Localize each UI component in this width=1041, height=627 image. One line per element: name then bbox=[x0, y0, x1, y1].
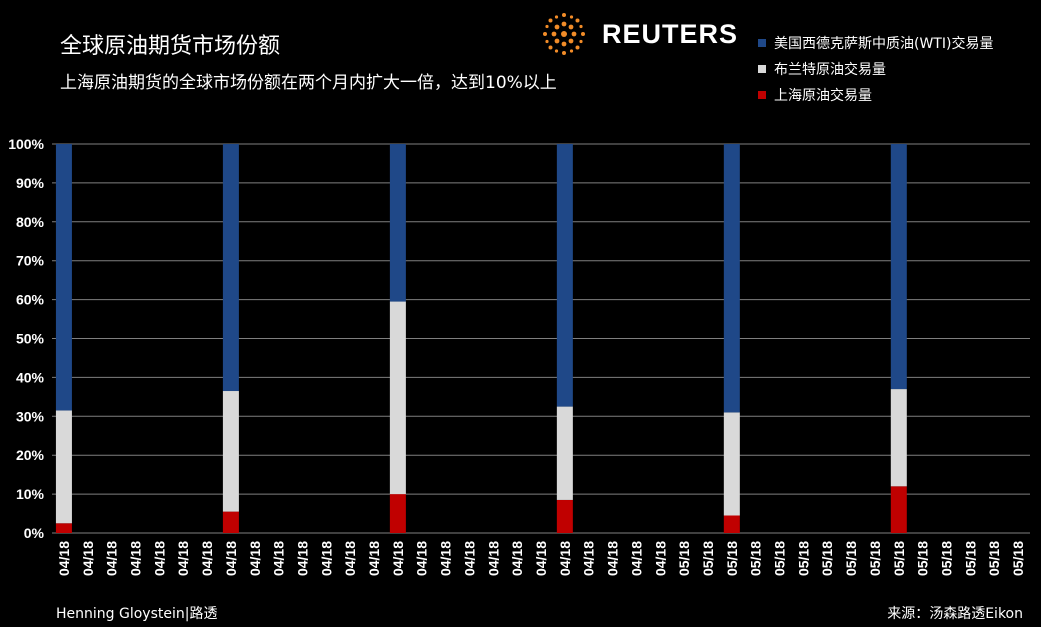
y-tick-label: 30% bbox=[16, 408, 45, 424]
x-tick-label: 04/18 bbox=[533, 541, 549, 576]
x-tick-label: 04/18 bbox=[294, 541, 310, 576]
x-tick-label: 05/18 bbox=[795, 541, 811, 576]
x-tick-label: 04/18 bbox=[199, 541, 215, 576]
stacked-bar-chart: 0% 10% 20% 30% 40% 50% 60% 70% 80% 90% 100% 04/18 04… bbox=[8, 136, 1030, 576]
x-tick-label: 04/18 bbox=[581, 541, 597, 576]
x-tick-label: 04/18 bbox=[342, 541, 358, 576]
x-tick-label: 04/18 bbox=[366, 541, 382, 576]
x-tick-label: 04/18 bbox=[127, 541, 143, 576]
source-credit: 来源：汤森路透Eikon bbox=[887, 606, 1023, 622]
x-tick-label: 05/18 bbox=[772, 541, 788, 576]
x-tick-label: 05/18 bbox=[891, 541, 907, 576]
chart-title: 全球原油期货市场份额 bbox=[60, 34, 281, 59]
legend-item-shanghai: 上海原油交易量 bbox=[758, 82, 993, 108]
x-tick-label: 04/18 bbox=[247, 541, 263, 576]
y-tick-label: 20% bbox=[16, 447, 45, 463]
x-tick-label: 05/18 bbox=[676, 541, 692, 576]
author-credit: Henning Gloystein|路透 bbox=[56, 606, 218, 622]
bar-segment bbox=[723, 412, 740, 516]
bar-segment bbox=[222, 391, 239, 512]
bar-segment bbox=[55, 410, 72, 524]
y-tick-label: 60% bbox=[16, 292, 45, 308]
bar-segment bbox=[389, 494, 406, 533]
bar-segment bbox=[55, 144, 72, 411]
reuters-logo: REUTERS bbox=[540, 10, 738, 58]
legend-swatch-shanghai bbox=[758, 91, 766, 99]
x-tick-label: 04/18 bbox=[461, 541, 477, 576]
bar-segment bbox=[723, 144, 740, 413]
x-tick-label: 04/18 bbox=[271, 541, 287, 576]
y-tick-label: 0% bbox=[24, 525, 45, 541]
x-tick-label: 04/18 bbox=[557, 541, 573, 576]
chart-legend: 美国西德克萨斯中质油(WTI)交易量 布兰特原油交易量 上海原油交易量 bbox=[758, 30, 993, 108]
y-tick-label: 100% bbox=[8, 136, 44, 152]
x-tick-label: 04/18 bbox=[485, 541, 501, 576]
x-tick-label: 05/18 bbox=[843, 541, 859, 576]
x-tick-label: 05/18 bbox=[867, 541, 883, 576]
legend-item-wti: 美国西德克萨斯中质油(WTI)交易量 bbox=[758, 30, 993, 56]
x-tick-label: 04/18 bbox=[151, 541, 167, 576]
x-tick-label: 05/18 bbox=[962, 541, 978, 576]
x-tick-label: 04/18 bbox=[318, 541, 334, 576]
x-tick-label: 04/18 bbox=[104, 541, 120, 576]
x-tick-label: 04/18 bbox=[509, 541, 525, 576]
x-tick-label: 04/18 bbox=[390, 541, 406, 576]
x-tick-label: 04/18 bbox=[175, 541, 191, 576]
legend-label-wti: 美国西德克萨斯中质油(WTI)交易量 bbox=[774, 36, 994, 52]
x-tick-label: 04/18 bbox=[56, 541, 72, 576]
x-tick-label: 04/18 bbox=[628, 541, 644, 576]
legend-label-shanghai: 上海原油交易量 bbox=[774, 88, 872, 104]
bar-segment bbox=[556, 144, 573, 407]
y-tick-label: 40% bbox=[16, 369, 45, 385]
x-tick-label: 05/18 bbox=[748, 541, 764, 576]
x-tick-label: 04/18 bbox=[652, 541, 668, 576]
bar-segment bbox=[890, 389, 907, 487]
bar-segment bbox=[556, 499, 573, 533]
x-tick-label: 04/18 bbox=[223, 541, 239, 576]
reuters-logo-text: REUTERS bbox=[602, 18, 739, 49]
x-tick-label: 05/18 bbox=[915, 541, 931, 576]
bar-segment bbox=[723, 515, 740, 533]
bar-segment bbox=[389, 301, 406, 495]
bar-segment bbox=[556, 406, 573, 500]
bar-segment bbox=[890, 144, 907, 390]
bar-segment bbox=[389, 144, 406, 302]
y-tick-label: 90% bbox=[16, 175, 45, 191]
x-tick-label: 05/18 bbox=[819, 541, 835, 576]
x-tick-label: 04/18 bbox=[414, 541, 430, 576]
x-tick-label: 05/18 bbox=[939, 541, 955, 576]
reuters-dot-logo-icon bbox=[543, 13, 585, 55]
y-tick-label: 70% bbox=[16, 253, 45, 269]
legend-item-brent: 布兰特原油交易量 bbox=[758, 56, 993, 82]
legend-label-brent: 布兰特原油交易量 bbox=[774, 62, 886, 78]
x-tick-label: 04/18 bbox=[605, 541, 621, 576]
y-tick-label: 80% bbox=[16, 214, 45, 230]
legend-swatch-wti bbox=[758, 39, 766, 47]
y-tick-label: 50% bbox=[16, 331, 45, 347]
chart-subtitle: 上海原油期货的全球市场份额在两个月内扩大一倍，达到10%以上 bbox=[60, 73, 557, 93]
x-tick-label: 05/18 bbox=[986, 541, 1002, 576]
legend-swatch-brent bbox=[758, 65, 766, 73]
x-tick-label: 05/18 bbox=[700, 541, 716, 576]
bar-segment bbox=[890, 486, 907, 533]
x-tick-label: 05/18 bbox=[724, 541, 740, 576]
bar-segment bbox=[55, 523, 72, 533]
bar-segment bbox=[222, 511, 239, 533]
x-tick-label: 05/18 bbox=[1010, 541, 1026, 576]
x-tick-label: 04/18 bbox=[438, 541, 454, 576]
x-tick-label: 04/18 bbox=[80, 541, 96, 576]
y-tick-label: 10% bbox=[16, 486, 45, 502]
bar-segment bbox=[222, 144, 239, 392]
